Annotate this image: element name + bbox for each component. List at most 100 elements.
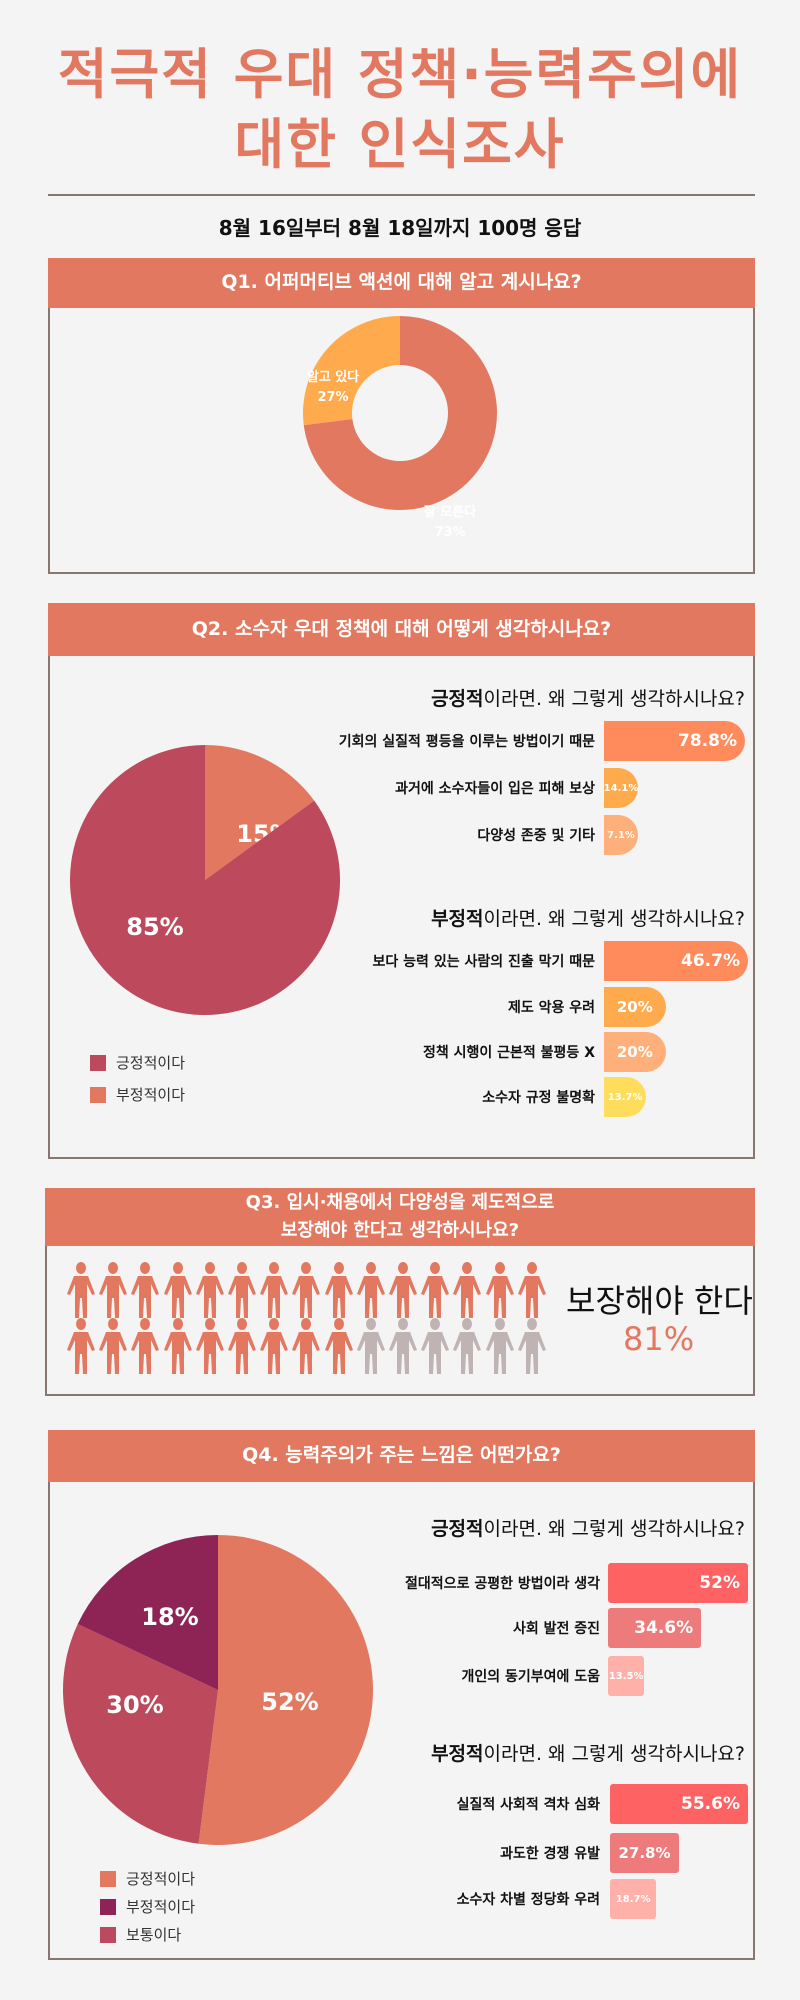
pie-slice-부정적이다	[77, 1535, 219, 1690]
bar-value-label: 7.1%	[607, 829, 635, 841]
heading-rest: 이라면. 왜 그렇게 생각하시나요?	[483, 1743, 745, 1765]
slice-value-label: 73%	[434, 525, 465, 540]
person-icon	[356, 1318, 385, 1374]
q2-positive-heading: 긍정적이라면. 왜 그렇게 생각하시나요?	[431, 684, 745, 711]
slice-name-label: 알고 있다	[307, 369, 359, 385]
person-icon	[421, 1318, 450, 1374]
q4-header: Q4. 능력주의가 주는 느낌은 어떤가요?	[48, 1430, 755, 1482]
heading-rest: 이라면. 왜 그렇게 생각하시나요?	[483, 688, 745, 710]
heading-strong: 긍정적	[431, 688, 484, 710]
bar-category-label: 정책 시행이 근본적 불평등 X	[423, 1045, 595, 1061]
bar: 52%	[608, 1563, 748, 1603]
bar-category-label: 과거에 소수자들이 입은 피해 보상	[395, 781, 595, 797]
person-icon	[163, 1262, 192, 1318]
legend-swatch	[90, 1054, 106, 1071]
person-icon	[453, 1318, 482, 1374]
heading-rest: 이라면. 왜 그렇게 생각하시나요?	[483, 1518, 745, 1540]
bar: 13.5%	[608, 1656, 645, 1696]
person-icon	[485, 1262, 514, 1318]
bar-value-label: 13.5%	[608, 1670, 644, 1682]
legend-swatch	[100, 1926, 116, 1943]
q3-title-line2: 보장해야 한다고 생각하시나요?	[280, 1220, 520, 1241]
person-icon	[292, 1318, 321, 1374]
legend-label: 긍정적이다	[126, 1870, 196, 1888]
bar: 18.7%	[610, 1879, 657, 1919]
q2-header: Q2. 소수자 우대 정책에 대해 어떻게 생각하시나요?	[48, 603, 755, 656]
person-icon	[517, 1262, 546, 1318]
pie-slice-잘 모른다	[303, 316, 497, 510]
q4-legend-item: 부정적이다	[100, 1896, 195, 1917]
person-icon	[485, 1318, 514, 1374]
bar-category-label: 절대적으로 공평한 방법이라 생각	[405, 1576, 600, 1592]
legend-swatch	[100, 1898, 116, 1915]
bar-category-label: 개인의 동기부여에 도움	[461, 1669, 600, 1685]
bar-value-label: 20%	[616, 1043, 653, 1061]
person-icon	[421, 1262, 450, 1318]
person-icon	[67, 1262, 95, 1318]
person-icon	[389, 1318, 417, 1374]
legend-swatch	[90, 1086, 106, 1103]
q3-title-line1: Q3. 입시·채용에서 다양성을 제도적으로	[245, 1192, 555, 1214]
slice-value-label: 18%	[141, 1603, 198, 1631]
bar-value-label: 20%	[616, 998, 653, 1016]
legend-label: 긍정적이다	[116, 1054, 186, 1072]
person-icon	[389, 1262, 417, 1318]
legend-swatch	[100, 1870, 116, 1887]
heading-strong: 부정적	[431, 908, 484, 930]
heading-rest: 이라면. 왜 그렇게 생각하시나요?	[483, 908, 745, 930]
q4-positive-heading: 긍정적이라면. 왜 그렇게 생각하시나요?	[431, 1514, 745, 1541]
slice-value-label: 52%	[261, 1688, 318, 1716]
q2-negative-heading: 부정적이라면. 왜 그렇게 생각하시나요?	[431, 904, 745, 931]
person-icon	[228, 1318, 256, 1374]
legend-label: 부정적이다	[126, 1898, 196, 1916]
q2-legend-item: 부정적이다	[90, 1084, 185, 1105]
page-title-line1: 적극적 우대 정책·능력주의에	[57, 43, 743, 106]
survey-subtitle: 8월 16일부터 8월 18일까지 100명 응답	[218, 216, 582, 240]
bar-value-label: 55.6%	[681, 1794, 740, 1814]
bar-value-label: 27.8%	[618, 1844, 671, 1862]
bar-category-label: 사회 발전 증진	[512, 1621, 600, 1637]
bar-category-label: 소수자 규정 불명확	[482, 1090, 595, 1106]
q3-answer-value: 81%	[623, 1320, 695, 1358]
slice-value-label: 30%	[106, 1691, 163, 1719]
bar-value-label: 78.8%	[678, 731, 737, 751]
bar-category-label: 실질적 사회적 격차 심화	[456, 1797, 600, 1813]
q2-legend-item: 긍정적이다	[90, 1052, 185, 1073]
person-icon	[260, 1262, 289, 1318]
q4-negative-heading: 부정적이라면. 왜 그렇게 생각하시나요?	[431, 1739, 745, 1766]
bar: 46.7%	[604, 941, 748, 981]
person-icon	[163, 1318, 192, 1374]
person-icon	[195, 1318, 224, 1374]
pie-slice-알고 있다	[302, 316, 400, 426]
person-icon	[99, 1262, 128, 1318]
bar: 20%	[604, 1032, 666, 1072]
bar-value-label: 13.7%	[607, 1091, 643, 1103]
bar: 20%	[604, 987, 666, 1027]
bar-category-label: 과도한 경쟁 유발	[500, 1846, 600, 1862]
q4-legend-item: 보통이다	[100, 1924, 181, 1945]
bar: 7.1%	[604, 815, 638, 855]
slice-value-label: 85%	[126, 913, 183, 941]
slice-name-label: 잘 모른다	[424, 504, 476, 520]
heading-strong: 긍정적	[431, 1518, 484, 1540]
person-icon	[131, 1262, 160, 1318]
bar-value-label: 14.1%	[603, 782, 639, 794]
q2-pie-chart: 15%85%	[69, 745, 340, 1015]
bar-category-label: 보다 능력 있는 사람의 진출 막기 때문	[372, 954, 595, 970]
q4-pie-chart: 52% 30% 18%	[62, 1535, 374, 1845]
bar: 14.1%	[604, 768, 638, 808]
q3-answer-label: 보장해야 한다	[566, 1282, 753, 1320]
pie-slice-부정적이다	[205, 745, 315, 880]
heading-strong: 부정적	[431, 1743, 484, 1765]
legend-label: 부정적이다	[116, 1086, 186, 1104]
bar-value-label: 52%	[699, 1573, 740, 1593]
person-icon	[517, 1318, 546, 1374]
bar-value-label: 46.7%	[681, 951, 740, 971]
person-icon	[99, 1318, 128, 1374]
legend-label: 보통이다	[126, 1926, 182, 1944]
q1-donut-chart: 잘 모른다 73% 알고 있다 27%	[302, 316, 497, 540]
person-icon	[356, 1262, 385, 1318]
bar-category-label: 기회의 실질적 평등을 이루는 방법이기 때문	[338, 734, 595, 750]
person-icon	[260, 1318, 289, 1374]
